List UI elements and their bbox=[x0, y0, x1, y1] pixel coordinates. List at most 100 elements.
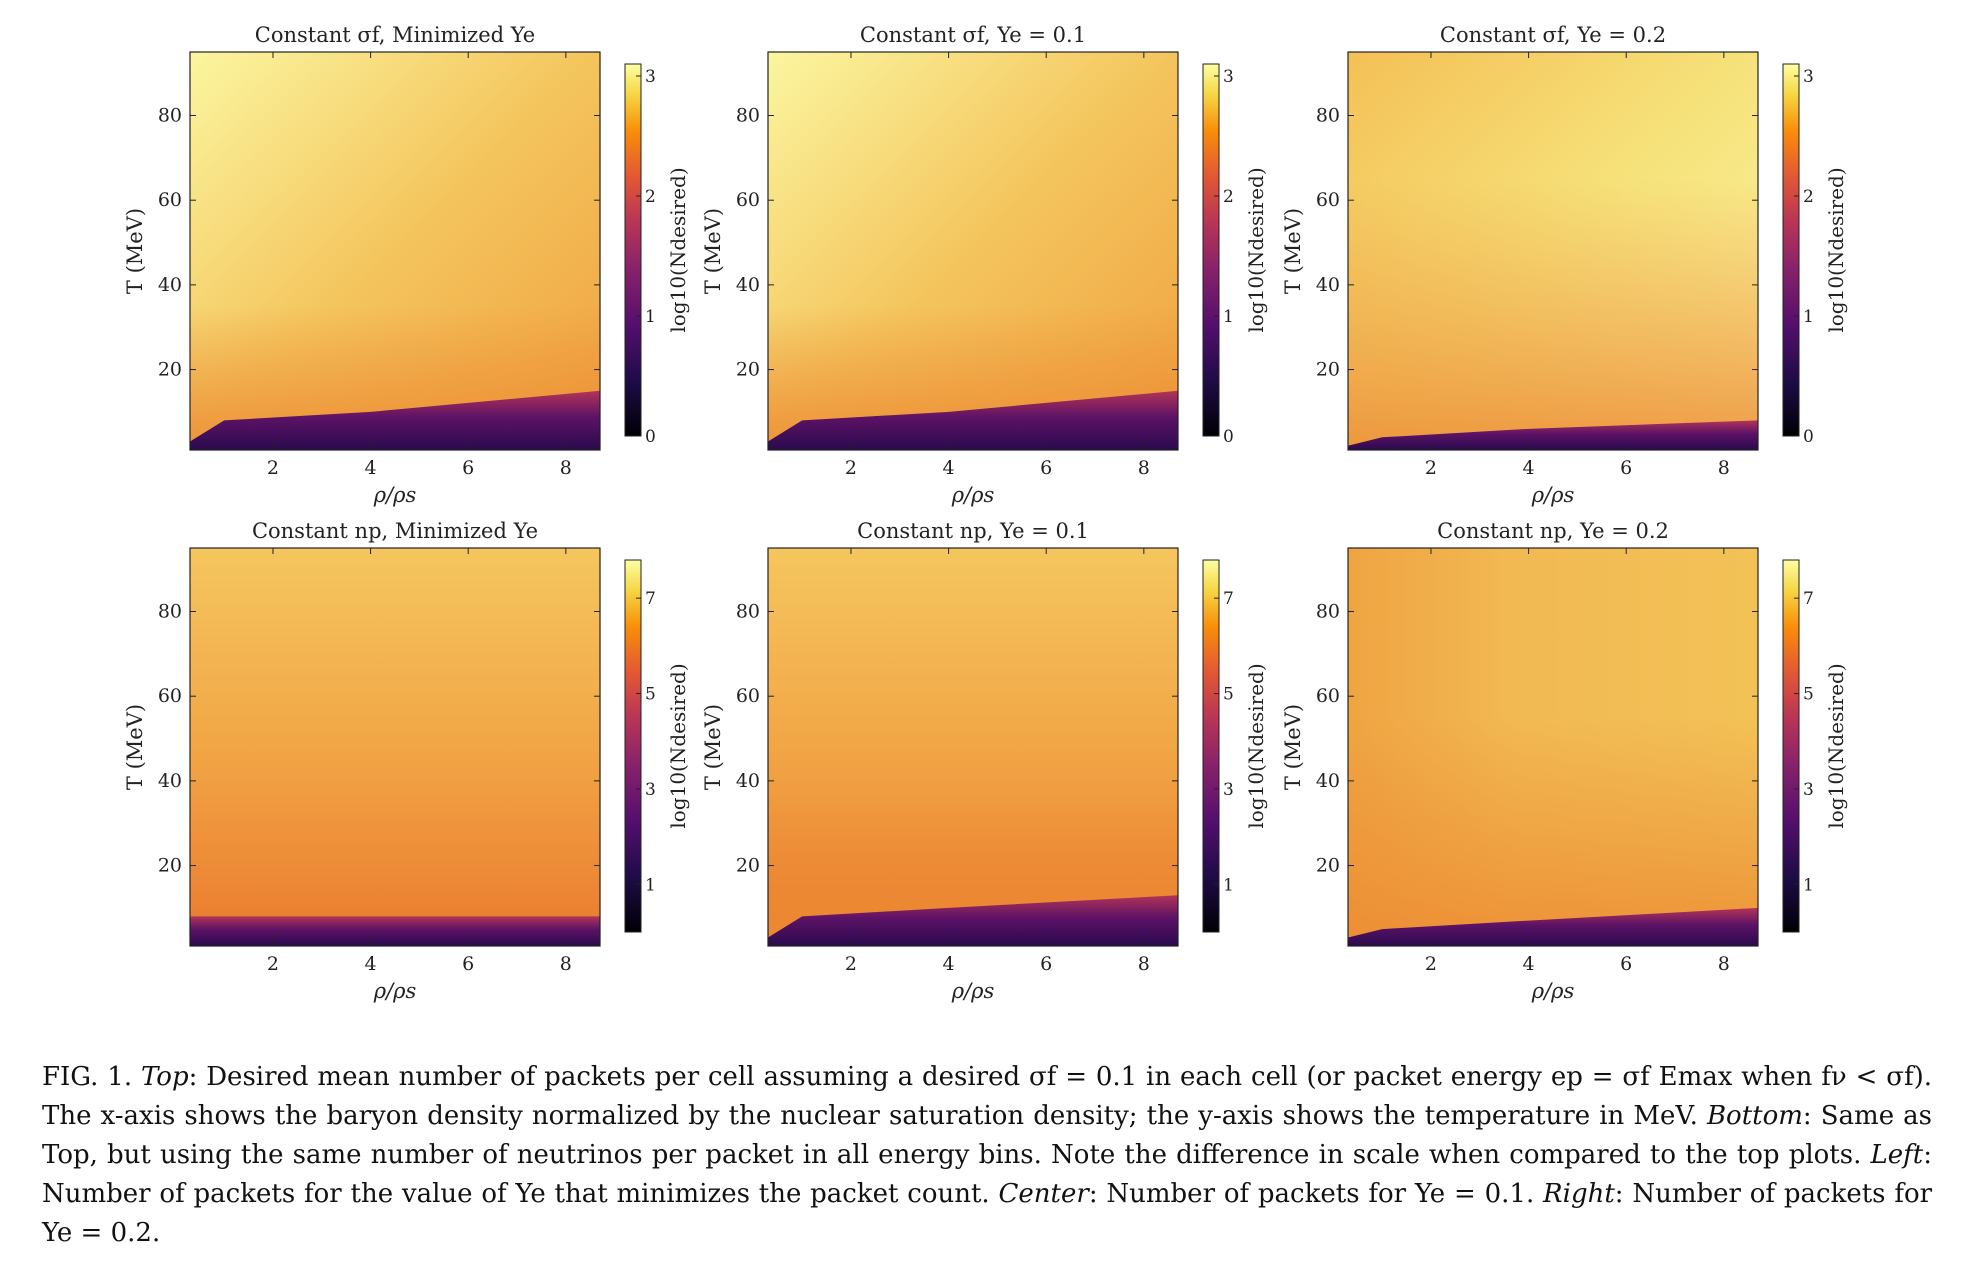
x-tick-label: 2 bbox=[267, 953, 279, 975]
plot-frame bbox=[189, 51, 601, 451]
colorbar-tick-label: 3 bbox=[1803, 780, 1814, 800]
caption-center-text: : Number of packets for Ye = 0.1. bbox=[1088, 1179, 1535, 1209]
y-tick-label: 40 bbox=[158, 274, 182, 296]
x-tick-label: 4 bbox=[365, 457, 377, 479]
colorbar-tick-label: 3 bbox=[645, 780, 656, 800]
colorbar-tick-label: 0 bbox=[1803, 427, 1814, 447]
colorbar-tick-label: 0 bbox=[645, 427, 656, 447]
caption-bottom-text: : Same as Top, but using the same number… bbox=[42, 1101, 1932, 1170]
panel-4: 2 4 6 8 20 40 60 80 Constant np, Minimized Ye ρ/ρ… bbox=[123, 519, 690, 1003]
y-tick-label: 20 bbox=[1316, 855, 1340, 877]
colorbar-tick-label: 1 bbox=[1803, 307, 1814, 327]
colorbar-label: log10(Ndesired) bbox=[666, 663, 690, 828]
y-tick-label: 40 bbox=[1316, 274, 1340, 296]
x-tick-label: 8 bbox=[1138, 457, 1150, 479]
colorbar-label: log10(Ndesired) bbox=[1824, 167, 1848, 332]
plot-frame bbox=[767, 51, 1179, 451]
x-tick-label: 2 bbox=[845, 953, 857, 975]
colorbar-tick-label: 1 bbox=[1803, 875, 1814, 895]
colorbar bbox=[1202, 63, 1220, 437]
x-tick-label: 8 bbox=[1138, 953, 1150, 975]
plot-frame bbox=[1347, 51, 1759, 451]
colorbar-tick-label: 7 bbox=[645, 589, 656, 609]
colorbar bbox=[624, 559, 642, 933]
x-axis-label: ρ/ρs bbox=[1531, 483, 1575, 507]
low-temperature-region bbox=[1348, 907, 1758, 946]
x-tick-label: 4 bbox=[943, 953, 955, 975]
panel-title: Constant σf, Minimized Ye bbox=[255, 23, 536, 47]
colorbar-tick-label: 7 bbox=[1803, 589, 1814, 609]
figure-caption: FIG. 1. Top: Desired mean number of pack… bbox=[42, 1058, 1932, 1253]
colorbar-label: log10(Ndesired) bbox=[1244, 663, 1268, 828]
caption-bottom-label: Bottom bbox=[1706, 1101, 1803, 1131]
panel-title: Constant σf, Ye = 0.1 bbox=[860, 23, 1086, 47]
panel-title: Constant np, Minimized Ye bbox=[252, 519, 538, 543]
y-tick-label: 60 bbox=[736, 189, 760, 211]
low-temperature-region bbox=[768, 895, 1178, 946]
colorbar-tick-label: 5 bbox=[645, 685, 656, 705]
x-tick-label: 2 bbox=[267, 457, 279, 479]
x-axis-label: ρ/ρs bbox=[373, 979, 417, 1003]
colorbar-label: log10(Ndesired) bbox=[1824, 663, 1848, 828]
y-axis-label: T (MeV) bbox=[701, 704, 725, 790]
colorbar-tick-label: 1 bbox=[1223, 875, 1234, 895]
y-axis-label: T (MeV) bbox=[1281, 208, 1305, 294]
y-axis-label: T (MeV) bbox=[123, 704, 147, 790]
y-axis-label: T (MeV) bbox=[1281, 704, 1305, 790]
low-temperature-region bbox=[190, 916, 600, 946]
heatmap-field bbox=[190, 548, 600, 946]
caption-right-label: Right bbox=[1543, 1179, 1615, 1209]
x-axis-label: ρ/ρs bbox=[951, 483, 995, 507]
x-axis-label: ρ/ρs bbox=[951, 979, 995, 1003]
y-tick-label: 40 bbox=[736, 274, 760, 296]
colorbar-tick-label: 2 bbox=[1803, 187, 1814, 207]
colorbar-tick-label: 3 bbox=[1223, 780, 1234, 800]
colorbar-tick-label: 2 bbox=[645, 187, 656, 207]
colorbar-label: log10(Ndesired) bbox=[666, 167, 690, 332]
colorbar-tick-label: 2 bbox=[1223, 187, 1234, 207]
x-tick-label: 2 bbox=[845, 457, 857, 479]
colorbar-tick-label: 3 bbox=[645, 67, 656, 87]
x-tick-label: 8 bbox=[1718, 457, 1730, 479]
colorbar-tick-label: 5 bbox=[1803, 685, 1814, 705]
warm-band bbox=[1348, 179, 1758, 450]
colorbar-tick-label: 7 bbox=[1223, 589, 1234, 609]
x-tick-label: 8 bbox=[560, 953, 572, 975]
low-temperature-region bbox=[190, 390, 600, 450]
y-tick-label: 80 bbox=[736, 601, 760, 623]
colorbar-tick-label: 1 bbox=[645, 307, 656, 327]
y-tick-label: 20 bbox=[158, 855, 182, 877]
low-temperature-region bbox=[768, 390, 1178, 450]
x-tick-label: 6 bbox=[1620, 953, 1632, 975]
x-tick-label: 8 bbox=[560, 457, 572, 479]
y-tick-label: 80 bbox=[158, 601, 182, 623]
caption-top-label: Top bbox=[140, 1062, 189, 1092]
caption-left-label: Left bbox=[1870, 1140, 1924, 1170]
panel-title: Constant σf, Ye = 0.2 bbox=[1440, 23, 1666, 47]
colorbar-tick-label: 1 bbox=[645, 875, 656, 895]
x-tick-label: 6 bbox=[1040, 457, 1052, 479]
x-axis-label: ρ/ρs bbox=[373, 483, 417, 507]
y-tick-label: 60 bbox=[158, 189, 182, 211]
x-tick-label: 4 bbox=[943, 457, 955, 479]
colorbar-tick-label: 1 bbox=[1223, 307, 1234, 327]
colorbar bbox=[1782, 63, 1800, 437]
x-tick-label: 4 bbox=[1523, 953, 1535, 975]
y-tick-label: 40 bbox=[736, 770, 760, 792]
y-tick-label: 60 bbox=[1316, 685, 1340, 707]
figure: 2 4 6 8 20 40 60 80 Constant σf, Minimized Ye ρ/ρ… bbox=[123, 23, 1848, 1003]
y-tick-label: 60 bbox=[158, 685, 182, 707]
x-axis-label: ρ/ρs bbox=[1531, 979, 1575, 1003]
x-tick-label: 4 bbox=[1523, 457, 1535, 479]
caption-fig-label: FIG. 1. bbox=[42, 1062, 133, 1092]
panel-5: 2 4 6 8 20 40 60 80 Constant np, Ye = 0.1 ρ/ρs T (… bbox=[701, 519, 1268, 1003]
colorbar-tick-label: 5 bbox=[1223, 685, 1234, 705]
colorbar-label: log10(Ndesired) bbox=[1244, 167, 1268, 332]
x-tick-label: 6 bbox=[1620, 457, 1632, 479]
plot-frame bbox=[1347, 547, 1759, 947]
colorbar bbox=[1202, 559, 1220, 933]
